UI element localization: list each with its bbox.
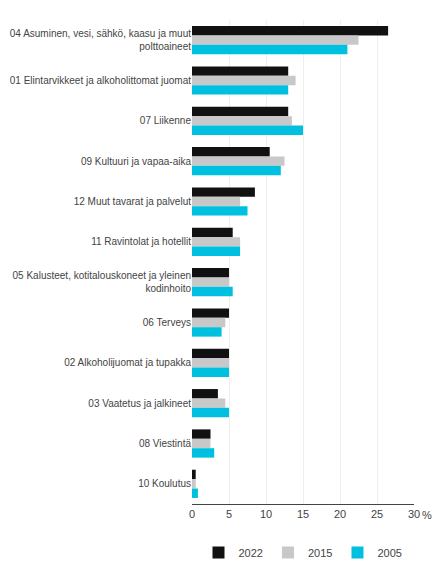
svg-text:05 Kalusteet, kotitalouskoneet: 05 Kalusteet, kotitalouskoneet ja yleine… [13,270,192,294]
svg-text:30: 30 [408,508,420,520]
svg-text:10: 10 [260,508,272,520]
svg-text:15: 15 [297,508,309,520]
svg-text:%: % [422,509,432,521]
svg-text:04 Asuminen, vesi, sähkö, kaas: 04 Asuminen, vesi, sähkö, kaasu ja muutp… [10,28,191,52]
svg-text:09 Kultuuri ja vapaa-aika: 09 Kultuuri ja vapaa-aika [81,156,192,167]
svg-text:02 Alkoholijuomat ja tupakka: 02 Alkoholijuomat ja tupakka [64,357,191,368]
svg-text:06 Terveys: 06 Terveys [143,317,191,328]
svg-text:2005: 2005 [377,547,401,559]
svg-text:2015: 2015 [308,547,332,559]
svg-text:25: 25 [371,508,383,520]
svg-text:0: 0 [189,508,195,520]
svg-text:10 Koulutus: 10 Koulutus [138,478,191,489]
svg-text:2022: 2022 [239,547,263,559]
svg-text:03 Vaatetus ja jalkineet: 03 Vaatetus ja jalkineet [88,398,191,409]
svg-text:5: 5 [226,508,232,520]
svg-text:20: 20 [334,508,346,520]
svg-text:08 Viestintä: 08 Viestintä [139,438,192,449]
svg-text:12 Muut tavarat ja palvelut: 12 Muut tavarat ja palvelut [74,196,192,207]
svg-text:01 Elintarvikkeet ja alkoholit: 01 Elintarvikkeet ja alkoholittomat juom… [10,75,191,86]
svg-text:07 Liikenne: 07 Liikenne [140,115,192,126]
svg-text:11 Ravintolat ja hotellit: 11 Ravintolat ja hotellit [91,236,191,247]
